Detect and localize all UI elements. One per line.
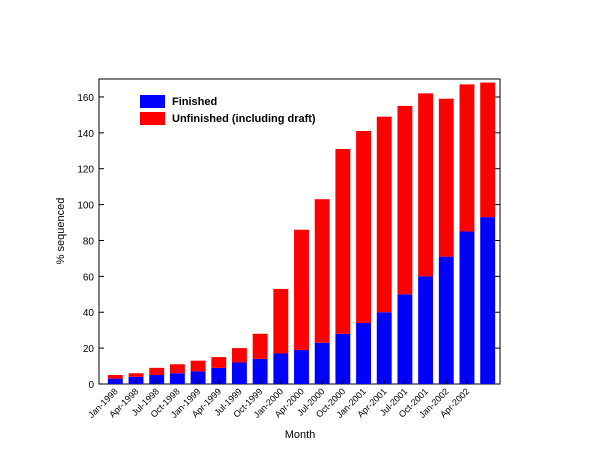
bar-segment xyxy=(211,367,227,384)
y-tick-label: 160 xyxy=(77,93,94,104)
bar-segment xyxy=(314,342,330,384)
bar-segment xyxy=(211,357,227,368)
x-axis-label: Month xyxy=(285,429,316,441)
bar-segment xyxy=(459,231,475,384)
legend-swatch xyxy=(140,112,165,125)
y-axis-label: % sequenced xyxy=(55,198,67,265)
y-tick-label: 120 xyxy=(77,165,94,176)
bar-segment xyxy=(107,375,123,379)
bar-segment xyxy=(480,82,496,218)
bar-segment xyxy=(335,333,351,384)
bar-segment xyxy=(232,362,247,384)
bar-segment xyxy=(397,105,413,295)
bar-segment xyxy=(356,323,371,384)
bar-segment xyxy=(438,256,454,384)
bar-segment xyxy=(480,217,496,384)
bar-segment xyxy=(294,229,309,350)
legend-label: Unfinished (including draft) xyxy=(172,113,316,125)
bar-segment xyxy=(252,333,268,359)
y-tick-label: 60 xyxy=(83,272,95,283)
bar-segment xyxy=(459,84,475,232)
y-tick-label: 80 xyxy=(83,236,95,247)
bar-segment xyxy=(252,358,268,384)
bar-segment xyxy=(438,98,454,257)
bar-segment xyxy=(314,199,330,343)
legend-swatch xyxy=(140,95,165,108)
bar-segment xyxy=(376,312,392,384)
bar-segment xyxy=(418,276,434,384)
bar-segment xyxy=(397,294,413,384)
bar-segment xyxy=(169,364,185,374)
legend-label: Finished xyxy=(172,96,217,108)
bar-segment xyxy=(273,288,289,354)
bar-segment xyxy=(149,375,165,384)
y-tick-label: 140 xyxy=(77,129,94,140)
y-tick-label: 100 xyxy=(77,201,94,212)
bar-segment xyxy=(128,373,144,377)
y-tick-label: 40 xyxy=(83,308,95,319)
bar-segment xyxy=(149,367,165,376)
bar-segment xyxy=(190,371,206,384)
y-tick-label: 0 xyxy=(88,380,94,391)
bar-segment xyxy=(376,116,392,313)
bar-segment xyxy=(273,353,289,384)
bar-segment xyxy=(169,373,185,384)
y-tick-label: 20 xyxy=(83,344,95,355)
bar-segment xyxy=(356,131,371,323)
bar-segment xyxy=(232,348,247,363)
bar-segment xyxy=(294,349,309,384)
bar-segment xyxy=(190,360,206,372)
bar-segment xyxy=(418,93,434,277)
bar-segment xyxy=(335,148,351,334)
